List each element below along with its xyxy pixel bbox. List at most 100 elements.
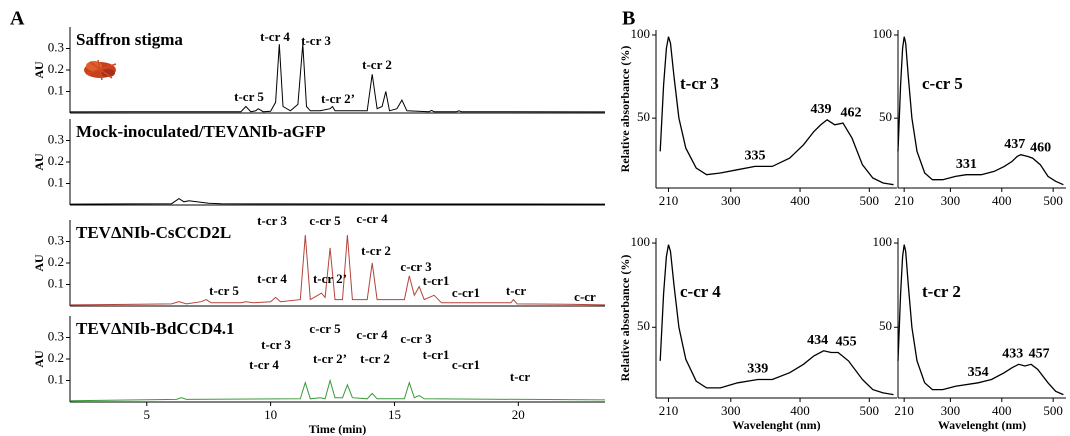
spectrum-title: c-cr 4	[680, 282, 721, 301]
saffron-icon	[84, 59, 117, 81]
peak-annotation: c-cr 5	[309, 213, 341, 228]
x-tick-label: 210	[659, 193, 679, 208]
peak-annotation: t-cr 3	[301, 33, 331, 48]
x-tick-label: 210	[894, 403, 914, 418]
y-axis-label: AU	[32, 153, 46, 171]
x-tick-label: 400	[790, 193, 810, 208]
peak-label: 437	[1004, 137, 1025, 152]
peak-label: 460	[1030, 140, 1051, 155]
chromatogram-title: Saffron stigma	[76, 30, 183, 49]
peak-annotation: c-cr 4	[356, 211, 388, 226]
chromatogram-line	[69, 378, 606, 402]
y-axis-label: Relative absorbance (%)	[618, 255, 632, 382]
peak-label: 331	[956, 157, 977, 172]
peak-annotation: t-cr	[510, 369, 530, 384]
peak-annotation: t-cr 3	[257, 213, 287, 228]
x-tick-label: 300	[941, 193, 961, 208]
x-axis-label: Wavelenght (nm)	[732, 418, 820, 432]
peak-annotation: t-cr 4	[260, 29, 290, 44]
chromatogram-title: TEVΔNIb-BdCCD4.1	[76, 319, 235, 338]
x-tick-label: 500	[860, 193, 880, 208]
y-tick-label: 0.3	[48, 131, 64, 146]
spectrum-line	[659, 36, 894, 186]
peak-label: 335	[745, 149, 766, 164]
x-tick-label: 10	[264, 407, 277, 422]
peak-annotation: t-cr 2	[361, 243, 391, 258]
peak-label: 457	[1029, 347, 1050, 362]
chromatogram-line	[69, 197, 606, 205]
peak-label: 455	[836, 335, 857, 350]
panel-label: B	[622, 8, 635, 30]
x-tick-label: 300	[721, 403, 741, 418]
peak-annotation: t-cr 2	[362, 57, 392, 72]
peak-annotation: c-cr 5	[309, 321, 341, 336]
panel-label: A	[10, 8, 25, 30]
x-tick-label: 15	[388, 407, 401, 422]
chromatogram-title: TEVΔNIb-CsCCD2L	[76, 223, 231, 242]
spectrum-line	[659, 244, 894, 396]
peak-annotation: t-cr1	[423, 347, 450, 362]
peak-annotation: t-cr1	[423, 273, 450, 288]
y-tick-label: 50	[879, 318, 892, 333]
x-tick-label: 300	[721, 193, 741, 208]
x-tick-label: 300	[941, 403, 961, 418]
x-tick-label: 400	[790, 403, 810, 418]
y-axis-label: AU	[32, 254, 46, 272]
peak-annotation: t-cr 2’	[313, 351, 347, 366]
y-tick-label: 100	[873, 26, 893, 41]
peak-annotation: c-cr1	[452, 357, 480, 372]
y-tick-label: 0.3	[48, 232, 64, 247]
y-tick-label: 100	[631, 234, 651, 249]
y-tick-label: 0.1	[48, 275, 64, 290]
y-tick-label: 0.2	[48, 254, 64, 269]
x-tick-label: 210	[659, 403, 679, 418]
spectrum-line	[897, 36, 1064, 186]
peak-annotation: c-cr1	[452, 285, 480, 300]
peak-annotation: c-cr	[574, 289, 596, 304]
x-axis-label: Time (min)	[309, 422, 366, 436]
y-tick-label: 0.3	[48, 328, 64, 343]
spectrum-title: t-cr 3	[680, 74, 719, 93]
x-axis-label: Wavelenght (nm)	[938, 418, 1026, 432]
peak-label: 462	[840, 105, 861, 120]
y-tick-label: 0.2	[48, 350, 64, 365]
peak-annotation: t-cr	[506, 283, 526, 298]
y-tick-label: 100	[873, 234, 893, 249]
y-tick-label: 50	[637, 109, 650, 124]
spectrum-title: t-cr 2	[922, 282, 961, 301]
y-tick-label: 0.1	[48, 174, 64, 189]
peak-annotation: t-cr 5	[209, 283, 239, 298]
x-tick-label: 500	[1043, 193, 1063, 208]
x-tick-label: 400	[992, 193, 1012, 208]
chromatogram-line	[69, 235, 606, 306]
x-tick-label: 210	[894, 193, 914, 208]
y-tick-label: 0.2	[48, 61, 64, 76]
peak-annotation: t-cr 2	[360, 351, 390, 366]
spectrum-line	[897, 244, 1064, 396]
x-tick-label: 500	[1043, 403, 1063, 418]
peak-annotation: t-cr 4	[257, 271, 287, 286]
y-tick-label: 0.1	[48, 82, 64, 97]
peak-label: 433	[1002, 347, 1023, 362]
peak-annotation: t-cr 3	[261, 337, 291, 352]
peak-label: 339	[747, 362, 768, 377]
peak-annotation: c-cr 4	[356, 327, 388, 342]
x-tick-label: 5	[144, 407, 151, 422]
y-tick-label: 100	[631, 26, 651, 41]
y-axis-label: AU	[32, 350, 46, 368]
chromatogram-title: Mock-inoculated/TEVΔNIb-aGFP	[76, 122, 326, 141]
y-tick-label: 50	[879, 109, 892, 124]
peak-annotation: c-cr 3	[400, 259, 432, 274]
y-tick-label: 0.1	[48, 371, 64, 386]
spectrum-title: c-cr 5	[922, 74, 963, 93]
y-axis-label: Relative absorbance (%)	[618, 46, 632, 173]
x-tick-label: 400	[992, 403, 1012, 418]
y-axis-label: AU	[32, 61, 46, 79]
peak-label: 434	[807, 333, 828, 348]
peak-annotation: c-cr 3	[400, 331, 432, 346]
y-tick-label: 0.2	[48, 153, 64, 168]
peak-annotation: t-cr 2’	[313, 271, 347, 286]
y-tick-label: 0.3	[48, 39, 64, 54]
peak-annotation: t-cr 2’	[321, 91, 355, 106]
